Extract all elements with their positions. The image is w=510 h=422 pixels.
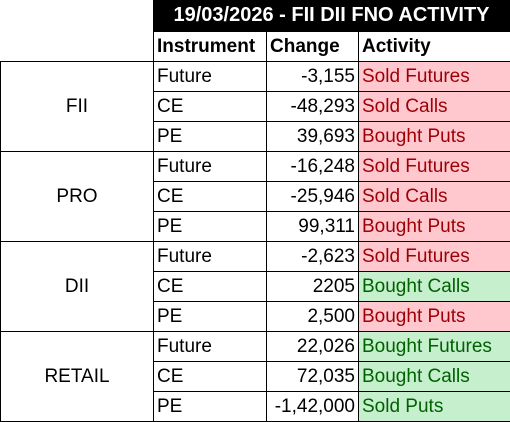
change-cell[interactable]: 72,035 — [267, 362, 359, 392]
activity-cell[interactable]: Sold Futures — [359, 152, 510, 182]
instrument-cell[interactable]: Future — [154, 62, 267, 92]
instrument-cell[interactable]: PE — [154, 212, 267, 242]
entity-cell[interactable]: PRO — [1, 152, 154, 242]
instrument-cell[interactable]: PE — [154, 392, 267, 422]
activity-cell[interactable]: Bought Puts — [359, 212, 510, 242]
instrument-cell[interactable]: Future — [154, 332, 267, 362]
change-cell[interactable]: 2205 — [267, 272, 359, 302]
change-cell[interactable]: 99,311 — [267, 212, 359, 242]
header-blank-cell — [1, 32, 154, 62]
instrument-cell[interactable]: CE — [154, 362, 267, 392]
instrument-cell[interactable]: Future — [154, 152, 267, 182]
change-cell[interactable]: 39,693 — [267, 122, 359, 152]
activity-cell[interactable]: Sold Calls — [359, 92, 510, 122]
activity-cell[interactable]: Sold Futures — [359, 242, 510, 272]
activity-cell[interactable]: Bought Futures — [359, 332, 510, 362]
instrument-cell[interactable]: CE — [154, 272, 267, 302]
instrument-cell[interactable]: Future — [154, 242, 267, 272]
header-activity[interactable]: Activity — [359, 32, 510, 62]
entity-cell[interactable]: FII — [1, 62, 154, 152]
change-cell[interactable]: -1,42,000 — [267, 392, 359, 422]
activity-cell[interactable]: Bought Calls — [359, 362, 510, 392]
change-cell[interactable]: -16,248 — [267, 152, 359, 182]
header-instrument[interactable]: Instrument — [154, 32, 267, 62]
change-cell[interactable]: -25,946 — [267, 182, 359, 212]
change-cell[interactable]: -2,623 — [267, 242, 359, 272]
activity-cell[interactable]: Bought Puts — [359, 122, 510, 152]
change-cell[interactable]: 2,500 — [267, 302, 359, 332]
change-cell[interactable]: -3,155 — [267, 62, 359, 92]
activity-cell[interactable]: Bought Calls — [359, 272, 510, 302]
activity-cell[interactable]: Sold Puts — [359, 392, 510, 422]
activity-cell[interactable]: Bought Puts — [359, 302, 510, 332]
activity-cell[interactable]: Sold Calls — [359, 182, 510, 212]
header-row: Instrument Change Activity — [1, 32, 510, 62]
header-change[interactable]: Change — [267, 32, 359, 62]
entity-cell[interactable]: RETAIL — [1, 332, 154, 422]
instrument-cell[interactable]: PE — [154, 122, 267, 152]
instrument-cell[interactable]: CE — [154, 92, 267, 122]
change-cell[interactable]: 22,026 — [267, 332, 359, 362]
entity-cell[interactable]: DII — [1, 242, 154, 332]
activity-cell[interactable]: Sold Futures — [359, 62, 510, 92]
instrument-cell[interactable]: CE — [154, 182, 267, 212]
instrument-cell[interactable]: PE — [154, 302, 267, 332]
change-cell[interactable]: -48,293 — [267, 92, 359, 122]
report-title: 19/03/2026 - FII DII FNO ACTIVITY — [153, 0, 510, 31]
